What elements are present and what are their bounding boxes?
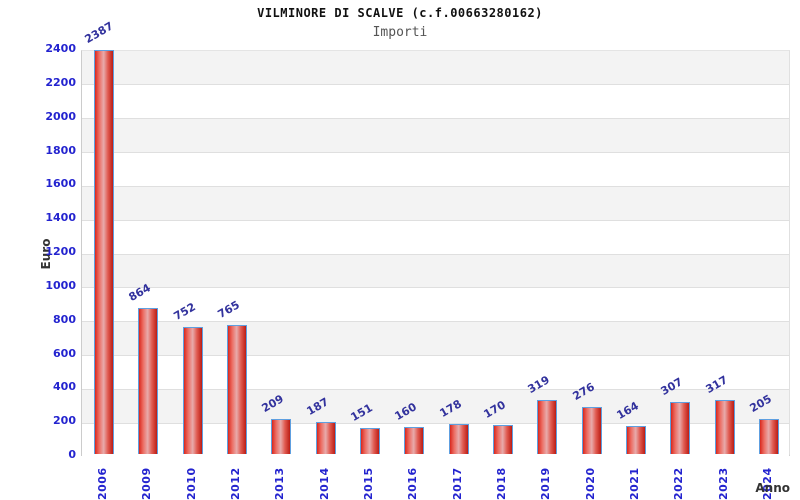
bar-2013 (271, 418, 292, 454)
x-tick-label: 2014 (317, 467, 331, 500)
y-tick-label: 1000 (45, 278, 76, 292)
bar-2015 (360, 428, 381, 454)
bar-2009 (138, 307, 159, 454)
gridline (82, 422, 789, 424)
x-tick-label: 2023 (716, 467, 730, 500)
x-tick-label: 2019 (539, 467, 553, 500)
gridline (82, 219, 789, 221)
y-tick-label: 200 (53, 414, 76, 428)
x-tick-label: 2010 (184, 467, 198, 500)
x-tick-label: 2018 (494, 467, 508, 500)
bar-value-label: 2387 (82, 19, 116, 47)
plot-band (82, 118, 789, 153)
y-tick-label: 2200 (45, 75, 76, 89)
bar-2014 (315, 422, 336, 454)
x-tick-label: 2015 (362, 467, 376, 500)
chart-title: VILMINORE DI SCALVE (c.f.00663280162) (257, 6, 543, 20)
y-axis-ticks: 0 200 400 600 800 1000 1200 1400 1600 1800 2000 220… (0, 42, 76, 461)
y-tick-label: 1200 (45, 245, 76, 258)
bar-2006 (94, 50, 115, 454)
gridline (82, 185, 789, 187)
bar-2020 (581, 407, 602, 454)
gridline (82, 287, 789, 289)
plot-band (82, 84, 789, 119)
gridline (82, 388, 789, 390)
bar-2021 (625, 426, 646, 454)
bar-2022 (670, 402, 691, 454)
x-tick-label: 2006 (96, 467, 110, 500)
bar-2019 (537, 400, 558, 454)
plot-band (82, 152, 789, 187)
x-tick-label: 2017 (450, 467, 464, 500)
y-tick-label: 1800 (45, 143, 76, 157)
x-tick-label: 2021 (627, 467, 641, 500)
y-tick-label: 400 (53, 380, 76, 394)
bar-2010 (182, 326, 203, 454)
x-tick-label: 2022 (672, 467, 686, 500)
gridline (82, 253, 789, 255)
bar-2012 (227, 324, 248, 454)
x-tick-label: 2020 (583, 467, 597, 500)
bar-2018 (492, 425, 513, 454)
y-tick-label: 2000 (45, 109, 76, 123)
bar-2024 (758, 419, 779, 454)
chart-subtitle: Importi (372, 25, 428, 40)
y-tick-label: 600 (53, 346, 76, 360)
x-axis-title: Anno (755, 481, 790, 495)
bar-2017 (448, 423, 469, 454)
plot-band (82, 220, 789, 254)
gridline (82, 118, 789, 120)
y-tick-label: 2400 (45, 42, 76, 55)
gridline (82, 84, 789, 86)
bar-2016 (404, 426, 425, 454)
x-tick-label: 2013 (273, 467, 287, 500)
plot-band (82, 254, 789, 288)
x-tick-label: 2016 (406, 467, 420, 500)
gridline (82, 152, 789, 153)
x-axis-ticks: 2006 2009 2010 2012 2013 2014 2015 2016 2017 2018… (81, 461, 790, 500)
plot-band (82, 51, 789, 85)
plot-band (82, 287, 789, 322)
plot-band (82, 186, 789, 221)
gridline (82, 321, 789, 323)
y-tick-label: 0 (68, 448, 76, 461)
y-tick-label: 1400 (45, 211, 76, 225)
plot-area: 2387 864 752 765 209 187 151 160 178 170 319 276 164… (81, 20, 790, 457)
y-tick-label: 1600 (45, 177, 76, 191)
gridline (82, 355, 789, 356)
y-tick-label: 800 (53, 312, 76, 326)
bar-2023 (714, 400, 735, 454)
x-tick-label: 2012 (229, 467, 243, 500)
x-tick-label: 2009 (140, 467, 154, 500)
